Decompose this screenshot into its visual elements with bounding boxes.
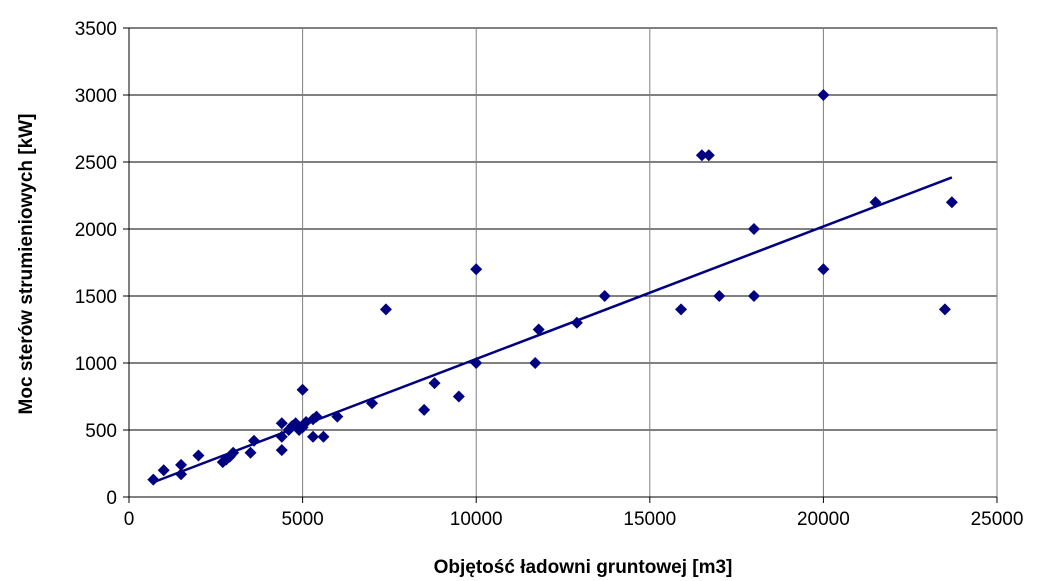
data-point-marker — [175, 468, 188, 481]
data-point-marker — [147, 473, 160, 486]
data-point-marker — [331, 410, 344, 423]
x-tick-label: 15000 — [623, 509, 676, 530]
data-point-marker — [702, 149, 715, 162]
data-point-marker — [713, 290, 726, 302]
data-point-marker — [598, 290, 611, 302]
data-points — [147, 89, 958, 486]
data-point-marker — [296, 383, 309, 396]
data-point-marker — [175, 458, 188, 471]
y-tick-label: 500 — [85, 421, 117, 442]
data-point-marker — [275, 430, 288, 443]
data-point-marker — [157, 464, 170, 477]
y-tick-label: 0 — [106, 488, 117, 509]
data-point-marker — [695, 149, 708, 162]
data-point-marker — [938, 303, 951, 316]
data-point-marker — [675, 303, 688, 316]
data-point-marker — [529, 357, 542, 369]
grid-lines — [129, 27, 998, 497]
data-point-marker — [817, 89, 830, 101]
data-point-marker — [470, 357, 483, 369]
data-point-marker — [275, 444, 288, 457]
x-tick-label: 20000 — [797, 509, 850, 530]
data-point-marker — [192, 449, 205, 462]
y-tick-label: 1500 — [75, 287, 117, 308]
data-point-marker — [379, 303, 392, 316]
data-point-marker — [418, 403, 431, 416]
data-point-marker — [366, 397, 379, 410]
data-point-marker — [244, 446, 257, 459]
y-tick-label: 3500 — [75, 19, 117, 40]
data-point-marker — [945, 196, 958, 209]
axes — [123, 27, 998, 503]
data-point-marker — [817, 263, 830, 276]
data-point-marker — [747, 290, 760, 302]
data-point-marker — [275, 417, 288, 430]
y-tick-label: 2000 — [75, 220, 117, 241]
x-tick-label: 5000 — [281, 509, 323, 530]
y-axis-title: Moc sterów strumieniowych [kW] — [16, 114, 37, 415]
data-point-marker — [227, 446, 240, 459]
trendline-group — [152, 176, 953, 484]
data-point-marker — [869, 196, 882, 209]
x-tick-label: 25000 — [971, 509, 1024, 530]
y-tick-label: 1000 — [75, 354, 117, 375]
trendline — [152, 176, 953, 484]
data-point-marker — [247, 434, 260, 447]
data-point-marker — [317, 430, 330, 443]
y-tick-labels: 0 500 1000 1500 2000 2500 3000 3500 — [75, 19, 117, 509]
y-tick-label: 2500 — [75, 153, 117, 174]
x-tick-label: 10000 — [450, 509, 503, 530]
x-axis-title: Objętość ładowni gruntowej [m3] — [434, 557, 733, 578]
data-point-marker — [747, 223, 760, 235]
data-point-marker — [570, 316, 583, 329]
y-tick-label: 3000 — [75, 86, 117, 107]
data-point-marker — [310, 410, 323, 423]
data-point-marker — [470, 263, 483, 276]
x-tick-labels: 0 5000 10000 15000 20000 25000 — [124, 509, 1024, 530]
data-point-marker — [452, 390, 465, 403]
data-point-marker — [428, 377, 441, 390]
data-point-marker — [532, 323, 545, 336]
data-point-marker — [307, 430, 320, 443]
x-tick-label: 0 — [124, 509, 135, 530]
